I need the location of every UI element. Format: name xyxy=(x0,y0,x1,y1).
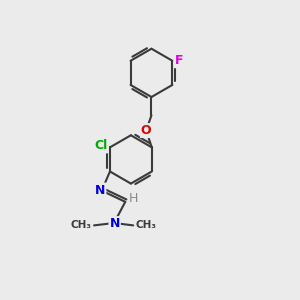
Text: CH₃: CH₃ xyxy=(136,220,157,230)
Text: CH₃: CH₃ xyxy=(71,220,92,230)
Text: N: N xyxy=(110,217,120,230)
Text: H: H xyxy=(129,192,138,205)
Text: O: O xyxy=(141,124,152,137)
Text: N: N xyxy=(95,184,105,196)
Text: F: F xyxy=(175,54,183,67)
Text: Cl: Cl xyxy=(94,140,108,152)
